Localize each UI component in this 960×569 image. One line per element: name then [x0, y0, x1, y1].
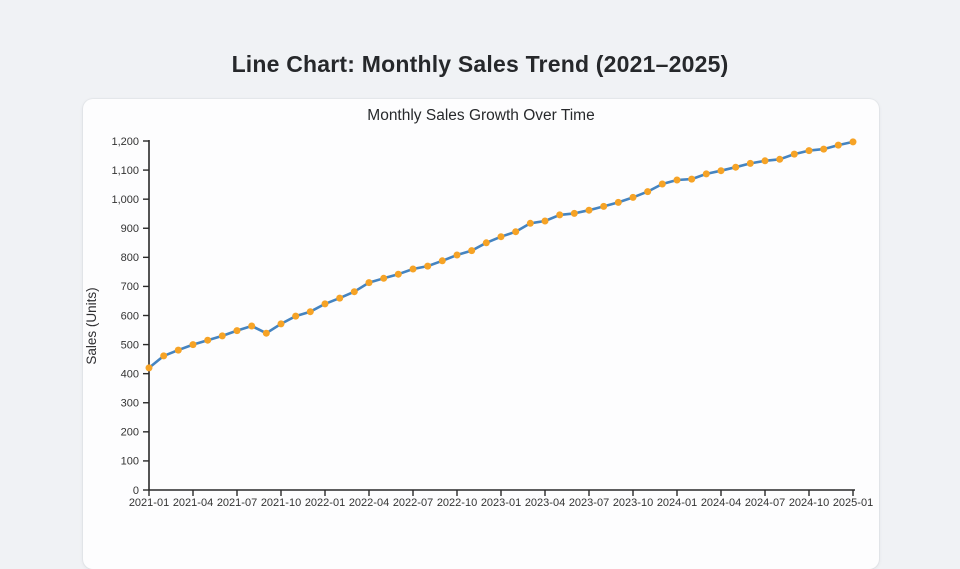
data-point [834, 141, 842, 149]
data-point [438, 257, 446, 265]
data-point [321, 300, 329, 308]
x-tick-label: 2021-07 [217, 497, 257, 509]
data-point [350, 288, 358, 296]
data-point [600, 202, 608, 210]
data-point [570, 209, 578, 217]
data-point [526, 219, 534, 227]
y-tick-label: 900 [121, 223, 139, 235]
data-point [790, 150, 798, 158]
x-tick-label: 2024-07 [745, 497, 785, 509]
data-point [702, 170, 710, 178]
data-point [145, 364, 153, 372]
x-tick-label: 2021-01 [129, 497, 169, 509]
data-point [174, 346, 182, 354]
data-point [585, 206, 593, 214]
x-tick-label: 2023-04 [525, 497, 565, 509]
data-point [776, 155, 784, 163]
data-point [218, 332, 226, 340]
page-title: Line Chart: Monthly Sales Trend (2021–20… [231, 51, 729, 77]
data-point [204, 336, 212, 344]
y-tick-label: 0 [133, 485, 139, 497]
x-tick-label: 2022-10 [437, 497, 477, 509]
data-point [556, 211, 564, 219]
data-point [262, 329, 270, 337]
y-tick-label: 100 [121, 456, 139, 468]
data-point [688, 175, 696, 183]
y-tick-label: 200 [121, 427, 139, 439]
data-point [629, 193, 637, 201]
data-point [512, 228, 520, 236]
data-point [409, 265, 417, 273]
y-axis-label: Sales (Units) [84, 287, 99, 364]
data-point [541, 217, 549, 225]
data-point [336, 294, 344, 302]
data-point [233, 327, 241, 335]
x-tick-label: 2024-04 [701, 497, 741, 509]
data-point [306, 308, 314, 316]
data-point [380, 274, 388, 282]
data-point [248, 322, 256, 330]
x-tick-label: 2024-01 [657, 497, 697, 509]
data-point [849, 138, 857, 146]
x-tick-label: 2023-01 [481, 497, 521, 509]
data-point [160, 352, 168, 360]
x-tick-label: 2022-04 [349, 497, 389, 509]
data-point [424, 262, 432, 270]
y-tick-label: 800 [121, 252, 139, 264]
data-point [658, 180, 666, 188]
data-point [394, 270, 402, 278]
x-tick-label: 2022-07 [393, 497, 433, 509]
data-point [453, 251, 461, 259]
data-point [497, 233, 505, 241]
y-tick-label: 500 [121, 339, 139, 351]
page: { "page": { "title": "Line Chart: Monthl… [83, 51, 879, 569]
y-tick-label: 600 [121, 310, 139, 322]
data-point [365, 279, 373, 287]
data-point [673, 176, 681, 184]
y-tick-label: 1,100 [111, 165, 139, 177]
x-tick-label: 2025-01 [833, 497, 873, 509]
data-point [644, 188, 652, 196]
sales-line-chart: 0 100 200 300 400 500 600 700 800 900 1,000 1,100 1,… [84, 136, 873, 509]
data-point [468, 247, 476, 255]
data-point [614, 198, 622, 206]
data-point [189, 341, 197, 349]
sales-series-line [147, 140, 855, 370]
y-tick-label: 300 [121, 398, 139, 410]
x-tick-label: 2024-10 [789, 497, 829, 509]
data-point [717, 167, 725, 175]
data-point [820, 145, 828, 153]
x-tick-label: 2023-10 [613, 497, 653, 509]
y-tick-label: 400 [121, 368, 139, 380]
data-point [805, 147, 813, 155]
data-point [761, 157, 769, 165]
y-tick-label: 1,000 [111, 194, 139, 206]
data-point [277, 320, 285, 328]
x-tick-label: 2022-01 [305, 497, 345, 509]
x-tick-label: 2023-07 [569, 497, 609, 509]
data-point [292, 312, 300, 320]
chart-title: Monthly Sales Growth Over Time [367, 107, 595, 124]
data-point [746, 159, 754, 167]
x-tick-label: 2021-04 [173, 497, 213, 509]
y-tick-label: 700 [121, 281, 139, 293]
y-tick-label: 1,200 [111, 136, 139, 148]
chart-card: 0 100 200 300 400 500 600 700 800 900 1,000 1,100 1,… [83, 99, 879, 569]
x-tick-label: 2021-10 [261, 497, 301, 509]
data-point [732, 163, 740, 171]
data-point [482, 239, 490, 247]
